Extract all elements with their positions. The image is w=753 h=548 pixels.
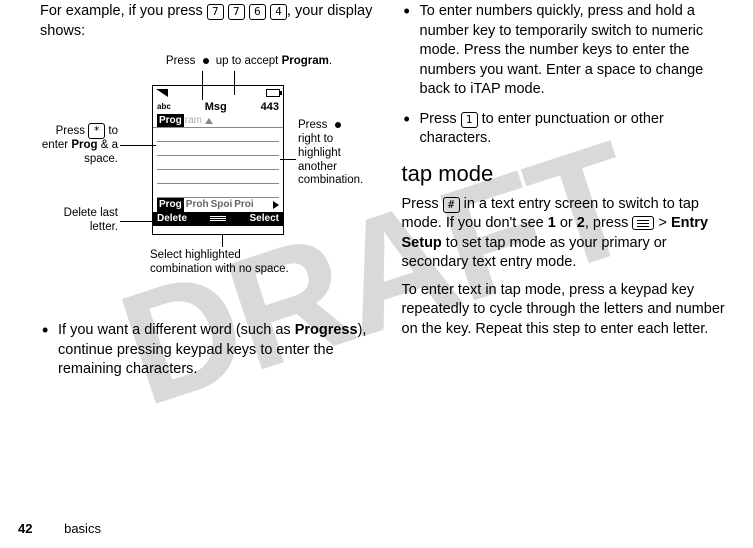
callout-left-2: Delete last letter. <box>40 207 118 235</box>
right-bullets: To enter numbers quickly, press and hold… <box>402 2 736 149</box>
prediction-row: Prog Proh Spoi Proi <box>153 198 283 212</box>
more-icon <box>273 201 279 209</box>
softkey-right: Select <box>250 212 279 226</box>
nav-icon <box>199 56 213 66</box>
cursor-up-icon <box>205 118 213 124</box>
left-bullets: If you want a different word (such as Pr… <box>40 321 374 380</box>
callout-right: Press right to highlight another combina… <box>298 119 388 188</box>
tap-mode-heading: tap mode <box>402 159 736 189</box>
menu-key-icon <box>632 216 654 230</box>
mode-indicator: abc <box>157 102 171 113</box>
softkey-bar: Delete Select <box>153 212 283 226</box>
right-column: To enter numbers quickly, press and hold… <box>402 2 736 548</box>
phone-screen: abc Msg 443 Program Prog Proh Spoi Proi <box>152 85 284 235</box>
status-bar <box>153 86 283 100</box>
key-1: 1 <box>461 112 478 128</box>
key-7a: 7 <box>207 4 224 20</box>
bullet-progress: If you want a different word (such as Pr… <box>40 321 374 380</box>
key-6: 6 <box>249 4 266 20</box>
key-4: 4 <box>270 4 287 20</box>
intro-pre: For example, if you press <box>40 3 207 19</box>
phone-diagram: Press up to accept Program. abc Msg 443 … <box>40 49 374 309</box>
pred-4: Proi <box>234 198 253 212</box>
pred-3: Spoi <box>211 198 233 212</box>
pred-2: Proh <box>186 198 209 212</box>
callout-left-1: Press * to enter Prog & a space. <box>40 123 118 167</box>
screen-title: Msg <box>205 100 227 115</box>
entry-chip: Prog <box>157 114 184 128</box>
entry-line: Program <box>153 114 283 128</box>
signal-icon <box>156 89 168 97</box>
star-key: * <box>88 123 105 139</box>
menu-icon <box>210 216 226 222</box>
pred-1: Prog <box>157 198 184 212</box>
bullet-punct: Press 1 to enter punctuation or other ch… <box>402 110 736 149</box>
intro-paragraph: For example, if you press 7 7 6 4, your … <box>40 2 374 41</box>
callout-top: Press up to accept Program. <box>144 55 354 69</box>
title-bar: abc Msg 443 <box>153 100 283 114</box>
tap-mode-p1: Press # in a text entry screen to switch… <box>402 195 736 273</box>
char-count: 443 <box>261 100 279 115</box>
nav-icon-2 <box>331 120 345 130</box>
battery-icon <box>266 89 280 97</box>
tap-mode-p2: To enter text in tap mode, press a keypa… <box>402 281 736 340</box>
key-hash: # <box>443 197 460 213</box>
bullet-numeric: To enter numbers quickly, press and hold… <box>402 2 736 100</box>
callout-bottom: Select highlighted combination with no s… <box>150 249 350 277</box>
entry-ghost: ram <box>184 114 203 128</box>
page-content: For example, if you press 7 7 6 4, your … <box>0 0 753 548</box>
key-7b: 7 <box>228 4 245 20</box>
softkey-left: Delete <box>157 212 187 226</box>
left-column: For example, if you press 7 7 6 4, your … <box>40 2 374 548</box>
